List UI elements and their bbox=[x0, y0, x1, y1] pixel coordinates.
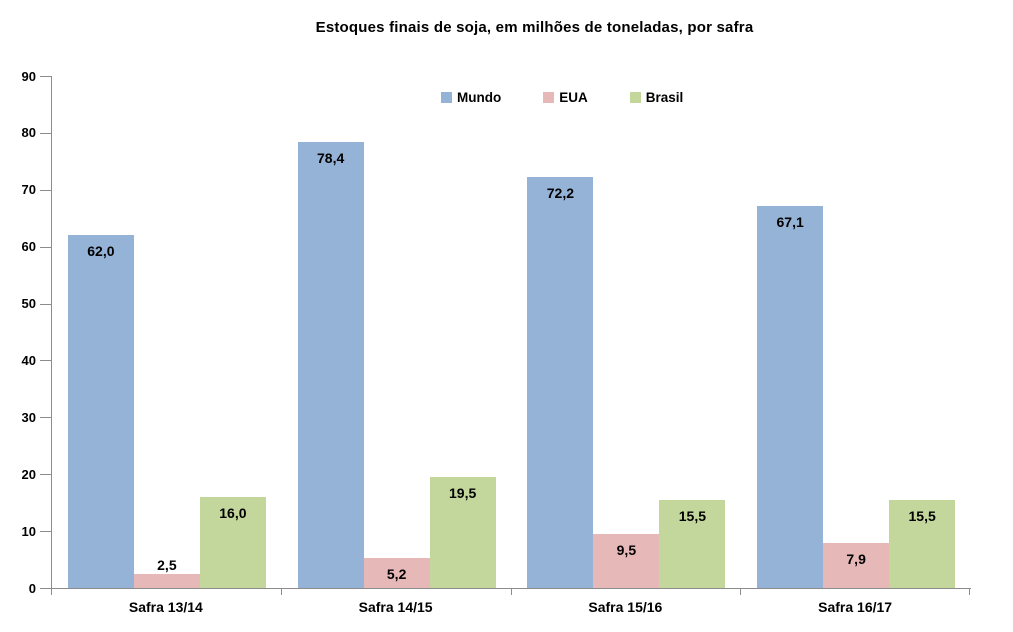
x-axis-category-label: Safra 14/15 bbox=[358, 599, 433, 615]
legend-item-eua: EUA bbox=[543, 90, 588, 105]
legend-item-brasil: Brasil bbox=[629, 90, 684, 105]
legend-label: EUA bbox=[559, 90, 588, 105]
y-axis-tick-label: 20 bbox=[21, 467, 36, 482]
y-axis-tick-label: 0 bbox=[28, 581, 36, 596]
x-axis-category-label: Safra 13/14 bbox=[128, 599, 203, 615]
x-axis-labels: Safra 13/14 Safra 14/15 Safra 15/16 Safra 1… bbox=[51, 599, 970, 615]
y-axis-tick-label: 10 bbox=[21, 524, 36, 539]
x-axis-tick-mark bbox=[969, 588, 970, 595]
y-axis-tick-mark bbox=[40, 474, 51, 475]
legend-item-mundo: Mundo bbox=[441, 90, 501, 105]
y-axis-tick-label: 70 bbox=[21, 182, 36, 197]
y-axis-tick-label: 60 bbox=[21, 239, 36, 254]
category-group: 67,1 7,9 15,5 bbox=[741, 76, 971, 588]
y-axis-tick-mark bbox=[40, 531, 51, 532]
bar-value-label: 78,4 bbox=[317, 150, 345, 166]
legend-label: Brasil bbox=[645, 90, 684, 105]
bar-value-label: 15,5 bbox=[908, 507, 936, 524]
bar-value-label: 7,9 bbox=[846, 551, 866, 568]
chart-legend: Mundo EUA Brasil bbox=[441, 90, 683, 105]
bar-value-label: 72,2 bbox=[546, 185, 574, 202]
y-axis-tick-label: 80 bbox=[21, 125, 36, 140]
bar-eua: 2,5 bbox=[133, 557, 200, 588]
bar-value-label: 67,1 bbox=[776, 214, 804, 231]
bar-brasil: 15,5 bbox=[659, 499, 726, 588]
y-axis-tick-mark bbox=[40, 588, 51, 589]
bar-value-label: 19,5 bbox=[449, 485, 477, 502]
bar-eua: 5,2 bbox=[363, 558, 430, 588]
y-axis-tick-mark bbox=[40, 247, 51, 248]
bar-brasil: 19,5 bbox=[429, 477, 496, 588]
bar-eua: 9,5 bbox=[593, 534, 660, 588]
bar-value-label: 16,0 bbox=[219, 505, 247, 521]
bar-mundo: 78,4 bbox=[297, 142, 364, 588]
chart-title: Estoques finais de soja, em milhões de t… bbox=[315, 19, 754, 36]
bar-mundo: 67,1 bbox=[757, 206, 824, 588]
bar-brasil: 15,5 bbox=[889, 499, 956, 588]
bar-mundo: 62,0 bbox=[67, 235, 134, 588]
y-axis-tick-mark bbox=[40, 76, 51, 77]
bar-value-label: 2,5 bbox=[157, 556, 177, 573]
y-axis-tick-mark bbox=[40, 190, 51, 191]
bar-value-label: 5,2 bbox=[386, 566, 407, 583]
category-group: 62,0 2,5 16,0 bbox=[52, 76, 282, 588]
y-axis-tick-mark bbox=[40, 360, 51, 361]
legend-swatch-icon bbox=[543, 92, 555, 103]
x-axis-tick-mark bbox=[740, 588, 741, 595]
x-axis-category-label: Safra 15/16 bbox=[588, 599, 663, 615]
x-axis-tick-mark bbox=[511, 588, 512, 595]
bar-mundo: 72,2 bbox=[527, 177, 594, 588]
y-axis-tick-mark bbox=[40, 417, 51, 418]
y-axis-tick-label: 30 bbox=[21, 410, 36, 425]
x-axis-tick-mark bbox=[51, 588, 52, 595]
legend-swatch-icon bbox=[441, 92, 452, 103]
plot-area: 62,0 2,5 16,0 78,4 5,2 19,5 72,2 9,5 15,5 67,1 7,9… bbox=[51, 76, 971, 589]
x-axis-tick-mark bbox=[281, 588, 282, 595]
y-axis-tick-mark bbox=[40, 133, 51, 134]
category-group: 72,2 9,5 15,5 bbox=[512, 76, 742, 588]
bar-value-label: 15,5 bbox=[678, 507, 706, 524]
bar-value-label: 62,0 bbox=[87, 243, 115, 260]
y-axis-tick-mark bbox=[40, 304, 51, 305]
y-axis-tick-label: 40 bbox=[21, 353, 36, 368]
legend-swatch-icon bbox=[629, 92, 641, 103]
category-group: 78,4 5,2 19,5 bbox=[282, 76, 512, 588]
bar-brasil: 16,0 bbox=[199, 497, 266, 588]
legend-label: Mundo bbox=[457, 90, 502, 105]
y-axis-tick-label: 90 bbox=[21, 69, 36, 84]
bar-value-label: 9,5 bbox=[616, 542, 637, 558]
x-axis-category-label: Safra 16/17 bbox=[818, 599, 893, 615]
bar-eua: 7,9 bbox=[823, 543, 890, 588]
y-axis-tick-label: 50 bbox=[21, 296, 36, 311]
